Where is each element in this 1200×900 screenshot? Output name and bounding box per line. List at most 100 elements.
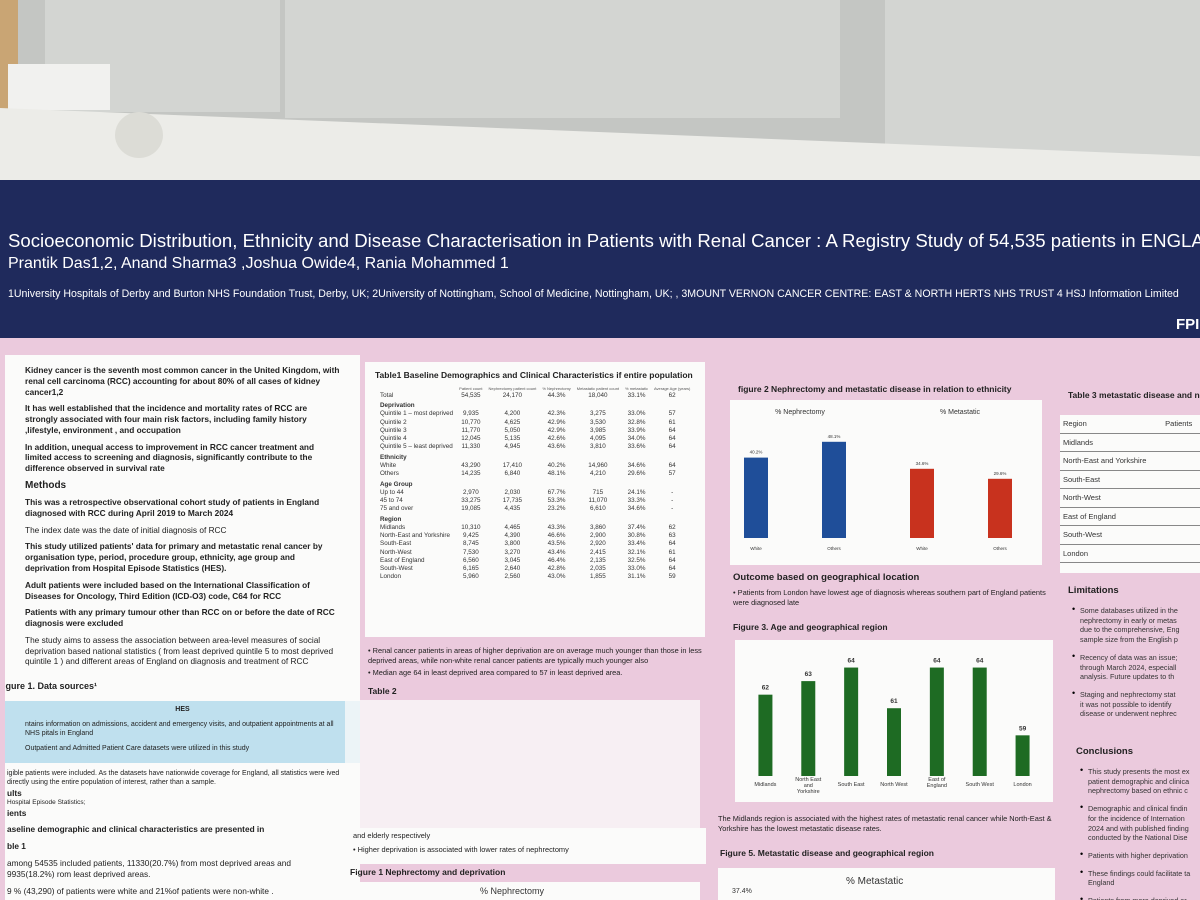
data-label: 64 — [976, 658, 984, 665]
section-row: Ethnicity — [377, 451, 693, 462]
header-cell: Patient count — [459, 386, 483, 391]
cell — [1162, 451, 1200, 471]
table-row: Quintile 2 10,770 4,625 42.9% 3,530 32.8% 61 — [377, 418, 693, 426]
data-label: 59 — [1019, 725, 1027, 732]
cell: 40.2% — [547, 461, 566, 469]
cell: 64 — [668, 443, 676, 451]
data-label: 37.4% — [732, 888, 752, 895]
paragraph: 9 % (43,290) of patients were white and … — [7, 885, 274, 896]
header-cell: Patients — [1162, 415, 1200, 434]
cell: North-West — [1060, 488, 1163, 508]
caption: Figure 3. Age and geographical region — [733, 622, 888, 632]
bullet: • Renal cancer patients in areas of high… — [368, 646, 702, 665]
bar — [887, 708, 901, 776]
cell: South-East — [1060, 470, 1163, 489]
table-row: Quintile 4 12,045 5,135 42.6% 4,095 34.0% 64 — [377, 434, 693, 442]
bullet-dot: • — [1080, 849, 1084, 860]
cell: 12,045 — [461, 434, 481, 442]
cell: 715 — [592, 488, 604, 496]
paragraph: The study aims to assess the association… — [25, 634, 334, 667]
bar — [744, 457, 768, 538]
bar — [929, 667, 944, 776]
table-row: Quintile 3 11,770 5,050 42.9% 3,985 33.9% 64 — [377, 426, 693, 434]
cell: 64 — [668, 426, 676, 434]
authors: Prantik Das1,2, Anand Sharma3 ,Joshua Ow… — [8, 255, 509, 272]
cell: 43.3% — [547, 524, 566, 532]
bullet-line: 2024 and with published finding — [1088, 823, 1189, 833]
cell: 48.1% — [547, 470, 566, 478]
bar — [972, 667, 987, 776]
cell: 37.4% — [627, 524, 646, 532]
cell: 9,425 — [462, 532, 479, 540]
bullet-line: through March 2024, especiall — [1080, 662, 1177, 672]
data-label: 63 — [805, 671, 813, 678]
cell: 30.8% — [627, 532, 646, 540]
x-tick-label: White — [916, 546, 928, 551]
bullet-line: it was not possible to identify — [1080, 699, 1172, 709]
table-row: South-West 6,165 2,640 42.8% 2,035 33.0% 64 — [377, 564, 693, 572]
x-tick-label: South West — [966, 782, 995, 788]
box-text: Outpatient and Admitted Patient Care dat… — [25, 745, 250, 753]
cell: 4,095 — [590, 434, 606, 442]
cell: 64 — [668, 540, 676, 548]
cell: Others — [380, 470, 399, 478]
data-label: 61 — [890, 698, 898, 705]
data-label: 48.1% — [828, 434, 841, 439]
cell: 42.3% — [547, 410, 566, 418]
cell: 3,810 — [590, 443, 606, 451]
cell: 3,270 — [504, 548, 521, 556]
paper-note — [8, 64, 110, 110]
cell: 3,275 — [590, 410, 606, 418]
cell: 19,085 — [461, 505, 481, 513]
wall-panel — [285, 0, 840, 118]
table-row: Others 14,235 6,840 48.1% 4,210 29.6% 57 — [377, 470, 693, 478]
bullet-line: analysis. Future updates to th — [1080, 672, 1175, 682]
cell: 10,770 — [461, 418, 481, 426]
bullet-line: Patients from more deprived ar — [1088, 896, 1200, 900]
caption: igure 1. Data sources¹ — [5, 681, 98, 692]
cell: South-West — [1060, 525, 1163, 545]
hes-box: HES ntains information on admissions, acc… — [5, 700, 360, 764]
bullet-line: These findings could facilitate ta — [1088, 868, 1191, 878]
cell: 33.6% — [627, 443, 646, 451]
data-label: 34.6% — [916, 461, 929, 466]
bullet-line: nephrectomy based on ethnic c — [1088, 786, 1188, 796]
cell: 43.6% — [547, 443, 566, 451]
cell: 32.8% — [627, 418, 646, 426]
label-line: and — [804, 783, 813, 789]
chart-panel: % Metastatic 37.4% — [718, 868, 1055, 900]
bullet-dot: • — [1072, 604, 1076, 614]
bullet-line: England — [1088, 878, 1115, 888]
left-column: Kidney cancer is the seventh most common… — [5, 355, 360, 900]
section-heading: ults — [7, 788, 22, 799]
bar — [758, 694, 773, 776]
cell: 4,465 — [504, 524, 521, 532]
table1-panel: Table1 Baseline Demographics and Clinica… — [365, 362, 705, 637]
cell: 61 — [668, 548, 676, 556]
cell: 17,410 — [502, 461, 523, 469]
cell: 43.4% — [547, 548, 566, 556]
cell: 3,530 — [590, 418, 606, 426]
caption: Table1 Baseline Demographics and Clinica… — [375, 370, 693, 380]
cell: White — [380, 461, 397, 469]
paragraph: igible patients were included. As the da… — [7, 770, 340, 787]
bullet: • Demographic and clinical findin for the … — [1080, 802, 1200, 843]
cell: 14,960 — [588, 461, 608, 469]
cell: 6,560 — [462, 556, 479, 564]
paragraph: aseline demographic and clinical charact… — [7, 824, 265, 835]
label-line: North East — [795, 777, 821, 783]
cell: 4,210 — [590, 470, 606, 478]
bullet-line: Demographic and clinical findin — [1088, 804, 1188, 814]
header-band — [0, 180, 1200, 340]
cell: 3,045 — [504, 556, 521, 564]
bullet: • Staging and nephrectomy stat it was not … — [1072, 688, 1200, 719]
bullet-dot: • — [1072, 650, 1076, 661]
cell: 61 — [668, 418, 676, 426]
cell: 3,860 — [590, 524, 606, 532]
legend-label: % Metastatic — [940, 409, 981, 416]
finding: The Midlands region is associated with t… — [718, 814, 1052, 833]
cell: 2,415 — [590, 548, 606, 556]
cell: 34.6% — [627, 461, 646, 469]
cell: 4,200 — [504, 410, 521, 418]
bullet-line: Recency of data was an issue; — [1080, 652, 1178, 662]
